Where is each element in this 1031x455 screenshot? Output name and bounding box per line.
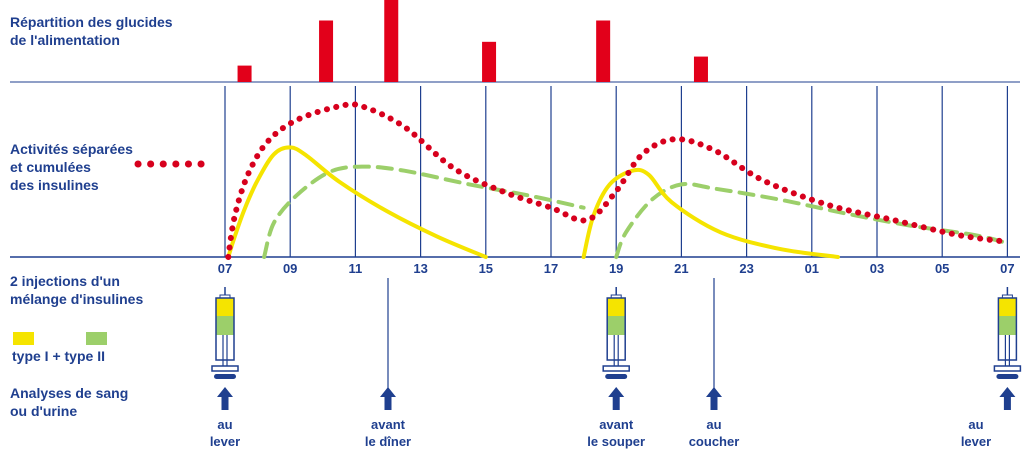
series-type1_morning xyxy=(226,145,488,259)
types-legend-label: type I + type II xyxy=(12,348,105,364)
x-tick-label: 07 xyxy=(218,261,232,276)
event-label-line1: avant xyxy=(371,417,405,432)
syringe-icon xyxy=(993,287,1022,379)
x-tick-label: 01 xyxy=(805,261,819,276)
analyses-title-line2: ou d'urine xyxy=(10,403,78,419)
carb-bar xyxy=(482,41,497,82)
x-tick-label: 23 xyxy=(739,261,753,276)
syringe-icon xyxy=(211,287,239,379)
activity-title-line3: des insulines xyxy=(10,177,99,193)
series-type2_morning xyxy=(262,164,586,259)
carbs-title: Répartition des glucides de l'alimentati… xyxy=(10,13,173,49)
event-label: avant le souper xyxy=(561,416,671,450)
activity-title-line2: et cumulées xyxy=(10,159,91,175)
x-tick-label: 11 xyxy=(349,261,363,276)
event-label: au lever xyxy=(170,416,280,450)
carb-bar xyxy=(596,20,611,82)
event-label: au lever xyxy=(921,416,1031,450)
event-label-line1: au xyxy=(968,417,984,432)
event-label-line2: le souper xyxy=(587,434,646,449)
x-tick-label: 07 xyxy=(1000,261,1014,276)
up-arrow-icon xyxy=(608,387,625,410)
carb-bar xyxy=(384,0,399,82)
x-tick-label: 09 xyxy=(283,261,297,276)
up-arrow-icon xyxy=(999,387,1016,410)
x-tick-label: 19 xyxy=(609,261,623,276)
series-cumulative xyxy=(225,101,1011,260)
analyses-title: Analyses de sang ou d'urine xyxy=(10,384,128,420)
carb-bar xyxy=(237,65,252,82)
type2-legend-swatch xyxy=(86,332,107,345)
syringe-icon xyxy=(602,287,630,379)
activity-title: Activités séparées et cumulées des insul… xyxy=(10,140,133,194)
x-tick-label: 03 xyxy=(870,261,884,276)
x-tick-label: 13 xyxy=(413,261,427,276)
carb-bar xyxy=(319,20,334,82)
analyses-title-line1: Analyses de sang xyxy=(10,385,129,401)
event-label-line2: lever xyxy=(960,434,992,449)
event-label-line1: avant xyxy=(599,417,634,432)
event-label: avant le dîner xyxy=(333,416,443,450)
carbs-title-line1: Répartition des glucides xyxy=(10,14,173,30)
event-label: au coucher xyxy=(659,416,769,450)
injections-title: 2 injections d'un mélange d'insulines xyxy=(10,272,143,308)
series-type1_evening xyxy=(581,167,840,259)
activity-title-line1: Activités séparées xyxy=(10,141,133,157)
x-tick-label: 05 xyxy=(935,261,949,276)
event-label-line1: au xyxy=(706,417,722,432)
event-label-line2: lever xyxy=(209,434,241,449)
type1-legend-swatch xyxy=(13,332,34,345)
x-tick-label: 21 xyxy=(674,261,688,276)
x-tick-label: 17 xyxy=(544,261,558,276)
up-arrow-icon xyxy=(217,387,233,410)
event-label-line2: coucher xyxy=(688,434,740,449)
up-arrow-icon xyxy=(380,387,396,410)
carb-bar xyxy=(693,56,708,82)
x-tick-label: 15 xyxy=(479,261,493,276)
carbs-title-line2: de l'alimentation xyxy=(10,32,120,48)
injections-title-line1: 2 injections d'un xyxy=(10,273,120,289)
injections-title-line2: mélange d'insulines xyxy=(10,291,144,307)
event-label-line1: au xyxy=(217,417,233,432)
event-label-line2: le dîner xyxy=(364,434,412,449)
up-arrow-icon xyxy=(706,387,722,410)
